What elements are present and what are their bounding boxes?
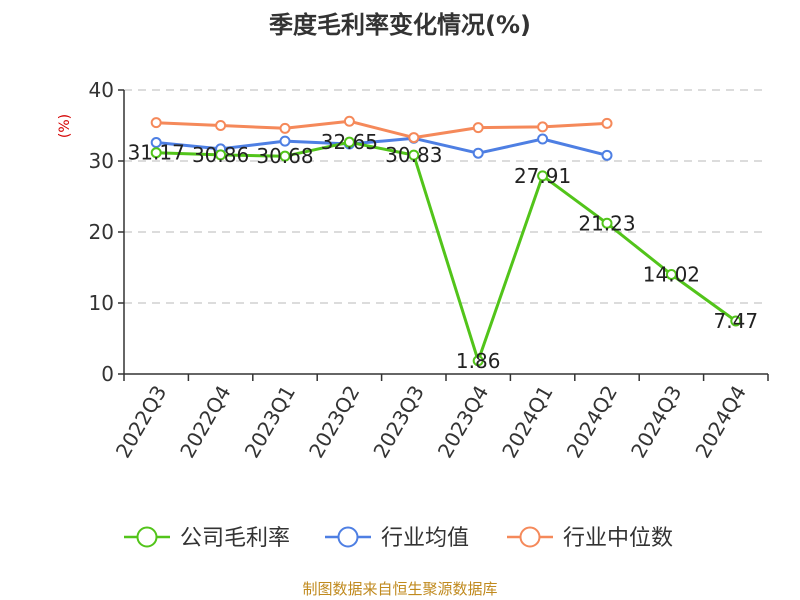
data-point[interactable] [343, 136, 355, 148]
data-point[interactable] [730, 315, 742, 327]
data-label: 32.65 [321, 130, 378, 154]
data-label: 31.17 [128, 141, 185, 165]
x-tick-label: 2023Q2 [304, 381, 364, 462]
legend-marker [337, 526, 359, 548]
legend-label: 公司毛利率 [180, 526, 290, 551]
data-point[interactable] [601, 149, 613, 161]
x-axis-ticks: 2022Q3 2022Q4 2023Q1 2023Q2 2023Q3 2023Q4 2024… [111, 381, 751, 462]
legend-item[interactable]: 公司毛利率 [124, 526, 290, 551]
data-label: 27.91 [514, 164, 571, 188]
data-point[interactable] [472, 355, 484, 367]
data-label: 21.23 [578, 211, 635, 235]
data-point[interactable] [537, 133, 549, 145]
legend-item[interactable]: 行业中位数 [507, 526, 673, 551]
legend-marker [136, 526, 158, 548]
data-point[interactable] [408, 149, 420, 161]
source-text: 制图数据来自恒生聚源数据库 [302, 580, 497, 598]
data-point[interactable] [665, 268, 677, 280]
axes [118, 89, 769, 381]
x-tick-label: 2022Q4 [175, 381, 235, 462]
chart-title: 季度毛利率变化情况(%) [269, 11, 531, 39]
y-axis-ticks: 0 10 20 30 40 [89, 78, 114, 386]
data-label: 30.86 [192, 143, 249, 167]
data-point[interactable] [279, 122, 291, 134]
data-point[interactable] [537, 170, 549, 182]
grid-lines [124, 89, 768, 304]
data-point[interactable] [343, 115, 355, 127]
legend[interactable]: 公司毛利率 行业均值 行业中位数 [124, 526, 673, 551]
x-tick-label: 2024Q2 [562, 381, 622, 462]
data-label: 30.68 [256, 144, 313, 168]
y-tick-label: 10 [89, 291, 114, 315]
legend-label: 行业均值 [381, 526, 469, 551]
data-point[interactable] [601, 117, 613, 129]
y-tick-label: 20 [89, 220, 114, 244]
data-point[interactable] [279, 135, 291, 147]
y-tick-label: 0 [101, 362, 114, 386]
series-line-0 [156, 140, 737, 363]
x-tick-label: 2023Q3 [368, 381, 428, 462]
data-point[interactable] [215, 149, 227, 161]
data-label: 7.47 [714, 309, 759, 333]
data-label: 14.02 [643, 262, 700, 286]
legend-label: 行业中位数 [563, 526, 673, 551]
series-line-1 [156, 136, 608, 157]
data-point[interactable] [408, 132, 420, 144]
data-point[interactable] [537, 121, 549, 133]
x-tick-label: 2023Q1 [240, 381, 300, 462]
data-point[interactable] [279, 150, 291, 162]
series-group [150, 115, 742, 367]
data-point[interactable] [472, 122, 484, 134]
y-axis-unit: (%) [57, 114, 73, 138]
data-point[interactable] [472, 147, 484, 159]
y-tick-label: 30 [89, 149, 114, 173]
data-point[interactable] [215, 120, 227, 131]
x-tick-label: 2024Q3 [626, 381, 686, 462]
legend-marker [519, 526, 541, 548]
data-point[interactable] [150, 137, 162, 149]
data-labels: 31.17 30.86 30.68 32.65 30.83 1.86 27.91 21.23 1… [128, 130, 758, 373]
series-line-2 [156, 119, 608, 140]
data-label: 1.86 [456, 349, 501, 373]
data-point[interactable] [601, 217, 613, 229]
x-tick-label: 2024Q4 [690, 381, 750, 462]
x-tick-label: 2022Q3 [111, 381, 171, 462]
x-tick-label: 2024Q1 [497, 381, 557, 462]
legend-item[interactable]: 行业均值 [325, 526, 469, 551]
data-point[interactable] [150, 117, 162, 129]
data-label: 30.83 [385, 143, 442, 167]
data-point[interactable] [150, 147, 162, 159]
y-tick-label: 40 [89, 78, 114, 102]
x-tick-label: 2023Q4 [433, 381, 493, 462]
